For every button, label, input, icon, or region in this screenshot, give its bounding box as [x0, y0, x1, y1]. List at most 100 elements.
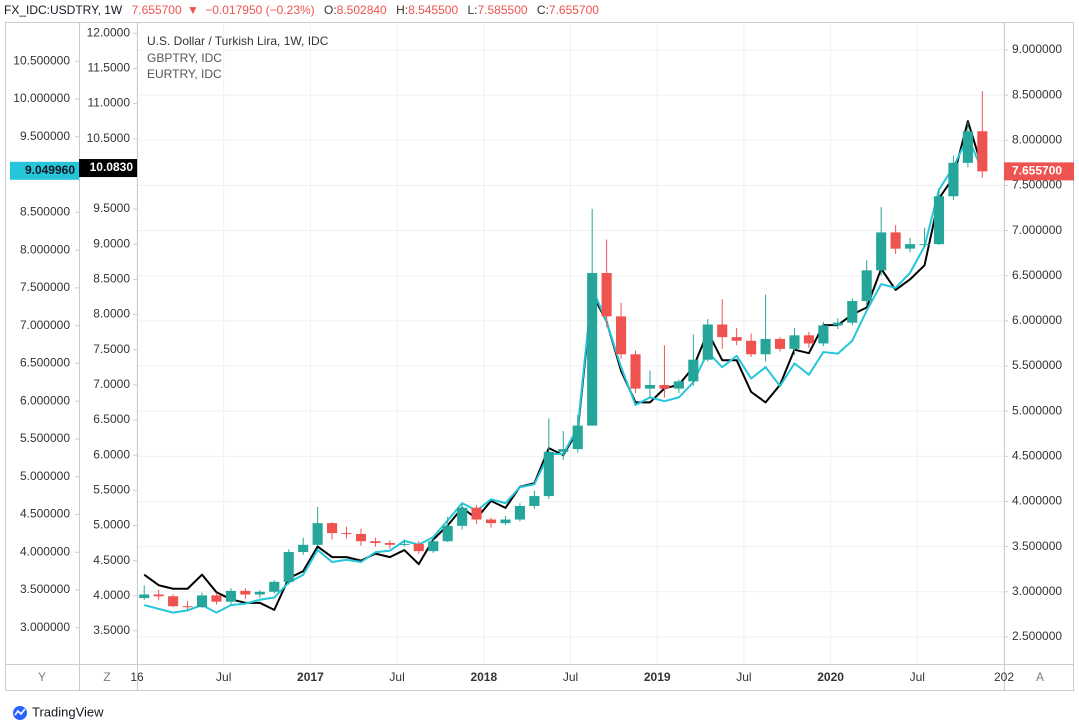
candle-body [890, 232, 901, 249]
ohlc-label: H: [396, 3, 408, 17]
candle-body [485, 519, 497, 524]
ohlc-label: O: [324, 3, 337, 17]
price-label: 10.0830 [90, 160, 134, 174]
y2-tick-label: 8.500000 [20, 205, 70, 219]
y2-tick-label: 7.500000 [20, 280, 70, 294]
price-label: 7.655700 [1012, 164, 1062, 178]
candle-body [514, 505, 525, 520]
y-tick-label: 6.000000 [1012, 313, 1062, 327]
candle-body [861, 270, 872, 302]
change: −0.017950 (−0.23%) [205, 3, 314, 17]
candle-body [341, 533, 352, 535]
axis-control[interactable]: Z [103, 670, 110, 684]
plot-area [139, 91, 988, 614]
candle-body [789, 335, 800, 349]
y3-tick-label: 3.5000 [93, 623, 130, 637]
x-tick-label: 2019 [644, 670, 671, 684]
y-tick-label: 2.500000 [1012, 629, 1062, 643]
candle-body [731, 337, 742, 341]
candle-body [139, 594, 150, 599]
y-tick-label: 3.000000 [1012, 584, 1062, 598]
legend-entry: GBPTRY, IDC [147, 51, 222, 65]
x-tick-label: 2017 [297, 670, 324, 684]
y-tick-label: 5.000000 [1012, 403, 1062, 417]
axes: 16 Jul 2017 Jul 2018 Jul 2019 Jul 2020 Jul 202 2.50… [10, 25, 1074, 684]
y3-tick-label: 7.5000 [93, 342, 130, 356]
candle-body [977, 131, 988, 172]
y3-tick-label: 11.0000 [88, 96, 131, 110]
y3-tick-label: 12.0000 [87, 25, 131, 39]
candle-body [905, 244, 916, 249]
candle-body [457, 507, 468, 526]
candle-body [746, 340, 757, 355]
candle-body [847, 301, 858, 323]
symbol: FX_IDC:USDTRY, 1W [4, 3, 123, 17]
y2-tick-label: 5.500000 [20, 431, 70, 445]
candle-body [254, 591, 265, 595]
axis-control[interactable]: A [1036, 670, 1044, 684]
price-label-box [1004, 162, 1074, 181]
x-tick-label: Jul [736, 670, 751, 684]
x-tick-label: 2018 [470, 670, 497, 684]
chart-title: U.S. Dollar / Turkish Lira, 1W, IDC [147, 34, 329, 48]
ohlc-label: C: [537, 3, 549, 17]
ohlc-label: L: [467, 3, 477, 17]
candle-body [630, 354, 641, 389]
axis-control[interactable]: Y [38, 670, 46, 684]
ohlc-value: 7.655700 [549, 3, 599, 17]
candle-body [211, 595, 222, 602]
y3-tick-label: 5.0000 [93, 518, 130, 532]
candle-body [240, 590, 251, 595]
candle-body [832, 322, 843, 326]
candle-body [355, 533, 367, 542]
candle-body [471, 507, 482, 520]
ohlc-value: 7.585500 [478, 3, 528, 17]
brand-logo [13, 706, 27, 720]
y-tick-label: 8.500000 [1012, 87, 1062, 101]
candle-body [774, 338, 786, 349]
y3-tick-label: 8.5000 [93, 272, 130, 286]
x-tick-label: 16 [130, 670, 144, 684]
y3-tick-label: 8.0000 [93, 307, 130, 321]
y2-tick-label: 7.000000 [20, 318, 70, 332]
candle-body [298, 544, 309, 553]
candle-body [543, 451, 554, 497]
chart-frame [5, 22, 1074, 691]
y-tick-label: 3.500000 [1012, 539, 1062, 553]
grid [136, 22, 1005, 664]
candle-body [413, 543, 424, 552]
candle-body [153, 594, 164, 597]
x-tick-label: Jul [389, 670, 404, 684]
candle-body [876, 232, 887, 271]
candle-body [370, 541, 381, 544]
x-tick-label: Jul [910, 670, 925, 684]
candle-body [399, 543, 410, 545]
candle-body [933, 196, 945, 245]
candle-body [659, 384, 670, 389]
y-tick-label: 6.500000 [1012, 268, 1062, 282]
candle-body [283, 552, 294, 582]
candle-body [587, 273, 598, 426]
last-price: 7.655700 [132, 3, 182, 17]
y2-tick-label: 6.000000 [20, 393, 70, 407]
y-tick-label: 7.000000 [1012, 223, 1062, 237]
y3-tick-label: 10.5000 [87, 131, 131, 145]
price-label-box [10, 161, 79, 180]
candle-body [616, 316, 627, 355]
candle-body [818, 325, 829, 344]
candle-body [182, 606, 193, 608]
ohlc-value: 8.545500 [408, 3, 458, 17]
x-tick-label: 202 [994, 670, 1014, 684]
candle-body [962, 131, 973, 163]
candle-body [919, 244, 930, 246]
y-tick-label: 4.500000 [1012, 448, 1062, 462]
candle-body [717, 324, 728, 338]
y2-tick-label: 4.000000 [20, 544, 70, 558]
x-tick-label: Jul [563, 670, 578, 684]
y3-tick-label: 7.0000 [93, 377, 130, 391]
y2-tick-label: 3.500000 [20, 582, 70, 596]
y3-tick-label: 11.5000 [88, 61, 131, 75]
y2-tick-label: 8.000000 [20, 242, 70, 256]
y-tick-label: 5.500000 [1012, 358, 1062, 372]
